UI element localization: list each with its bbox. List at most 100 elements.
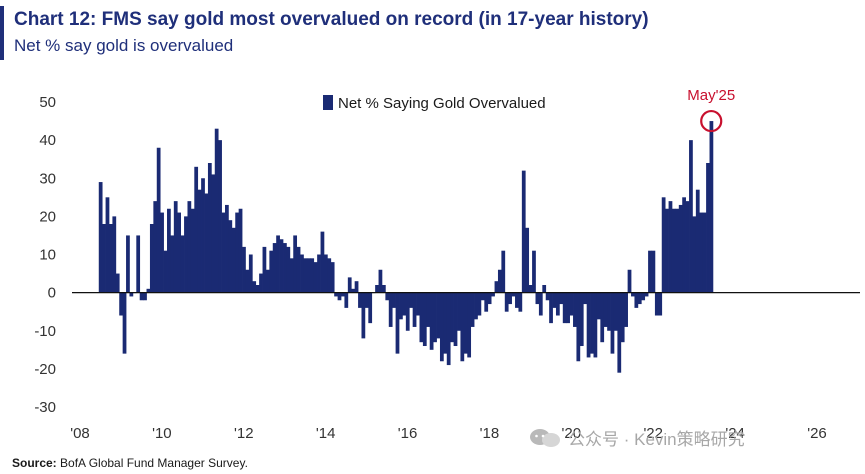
bar [276,235,280,293]
y-tick-label: 10 [39,247,56,264]
bar [136,235,141,293]
chat-bubble-icon [530,428,560,447]
bar [303,258,308,293]
bar [508,292,512,305]
bar [627,269,632,293]
bar [573,292,577,327]
bar [306,258,311,293]
bar [323,254,328,293]
bar [480,292,485,301]
bar [658,292,663,316]
bar [665,208,669,293]
bar [504,292,509,312]
bar [109,224,113,293]
bar [555,292,560,316]
bar [631,292,635,297]
annotation-circle [700,109,723,133]
bar [320,231,325,293]
bar [259,273,263,293]
bar [422,292,427,347]
bar [221,212,226,293]
source-label: Source: [12,456,57,470]
bar [163,250,168,293]
bar [474,292,478,320]
bar [549,292,553,324]
bar [460,292,465,362]
bar [269,250,274,293]
bar [566,292,570,324]
y-tick-label: -20 [34,361,56,378]
bar [487,292,492,305]
bar [511,292,516,297]
bar [231,227,236,293]
bar [180,235,185,293]
bar [590,292,594,354]
bar [624,292,628,327]
bar [214,128,219,293]
bar [207,163,212,293]
bar [368,292,373,324]
bar [538,292,543,316]
bar [283,243,287,293]
annotation-label: May'25 [687,87,735,104]
bar [494,281,499,293]
bar [596,292,601,320]
bar [453,292,458,347]
bar [330,262,335,293]
bar [272,243,277,293]
bar [542,285,547,293]
y-tick-label: 20 [39,208,56,225]
bar [682,197,686,293]
bar [429,292,434,350]
bar [235,212,240,293]
bar [364,292,369,308]
bar [126,235,130,293]
bar [463,292,468,354]
y-tick-label: -10 [34,323,56,340]
bar [173,201,178,293]
bar [255,285,260,293]
chart-title: Chart 12: FMS say gold most overvalued o… [14,9,649,30]
bar [535,292,540,305]
bar [112,216,117,293]
bar [521,170,526,293]
bar [143,292,147,301]
bar [450,292,454,343]
bar [562,292,567,324]
source-text: BofA Global Fund Manager Survey. [56,456,248,470]
bar [648,250,652,293]
x-tick-label: '08 [70,425,90,442]
bar [245,269,250,293]
legend-swatch [323,95,333,110]
bar [620,292,625,343]
watermark-text: 公众号 · Kevin策略研究 [568,430,745,449]
bar [337,292,342,301]
bar [699,212,704,293]
x-tick-label: '14 [316,425,336,442]
bar [497,269,502,293]
bar [395,292,400,354]
bar [358,292,362,308]
bar [211,174,216,293]
y-tick-label: 0 [48,285,56,302]
bar [651,250,656,293]
bar [317,254,321,293]
bar [184,216,188,293]
y-tick-label: 40 [39,132,56,149]
bar [354,281,359,293]
bar [225,204,229,293]
bar [402,292,407,316]
bar [286,246,291,293]
bar [399,292,403,320]
bar [426,292,431,327]
x-tick-label: '10 [152,425,172,442]
bar [661,197,666,293]
bar [238,208,243,293]
bar [702,212,707,293]
bar [692,216,697,293]
bar [501,250,506,293]
bar [545,292,550,301]
x-tick-label: '16 [398,425,418,442]
bar [467,292,472,358]
